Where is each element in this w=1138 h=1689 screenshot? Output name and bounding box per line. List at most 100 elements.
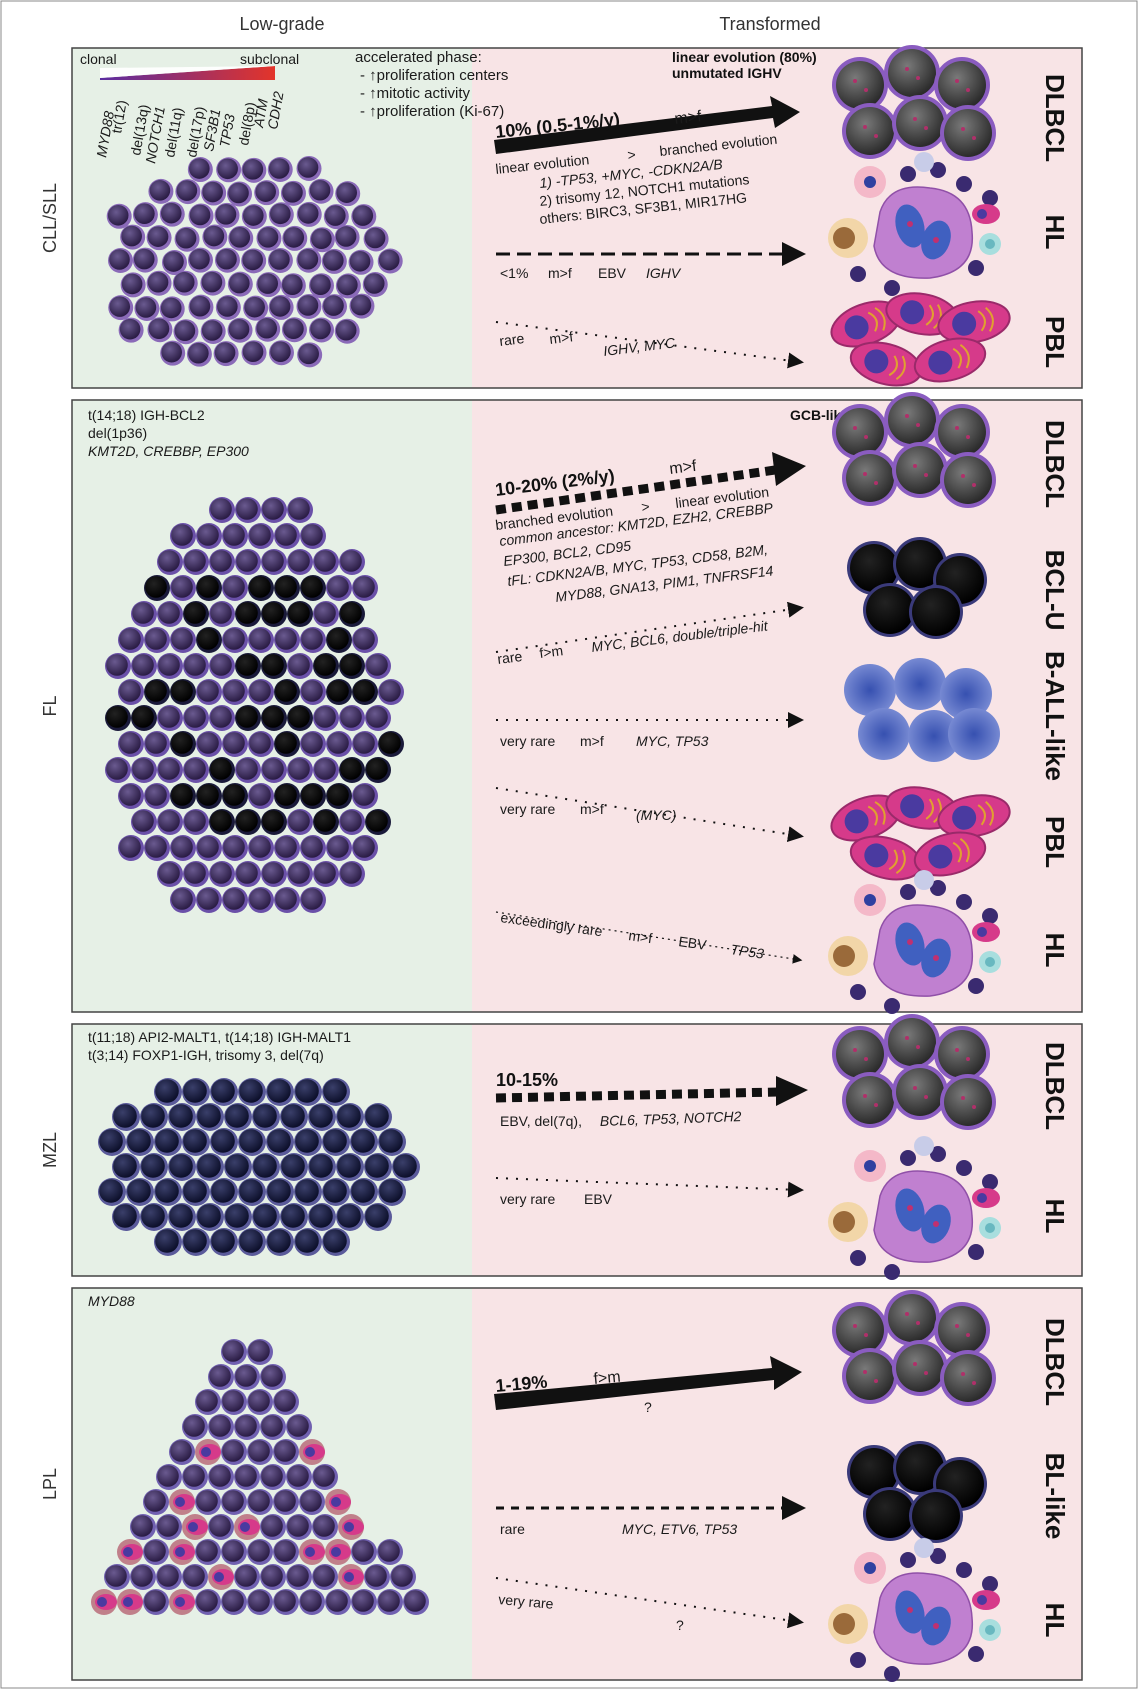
cell-body [119,318,141,340]
cell-body [287,1515,309,1537]
cell-body [353,836,375,858]
mzl-cell [266,1128,294,1156]
fl-cell [274,627,300,653]
lpl-cell [286,1564,312,1590]
cell-body [313,1515,335,1537]
fl-cell [248,523,274,549]
cell-body [229,227,251,248]
cell-body [314,810,336,832]
dlbcl-nucleolus [961,474,965,478]
fl-cell [352,731,378,757]
dlbcl-nucleolus [924,126,928,130]
cell-body [109,249,130,270]
cll-panel-border [71,47,1083,389]
fl-cell [222,731,248,757]
cell-body [249,680,271,702]
lymphocyte [930,880,946,896]
cell-body [147,226,169,247]
lymphocyte [930,162,946,178]
cell-body [244,296,265,318]
cll-note-ighv: unmutated IGHV [672,65,782,81]
lpl-cell [351,1589,377,1615]
cll-cell [172,270,198,296]
cell-body [309,1104,333,1128]
cell-body [288,810,310,832]
lpl-cell [273,1389,299,1415]
fl-cell [300,523,326,549]
fl-centroblast [313,809,339,835]
cell-body [197,628,219,650]
cell-body [173,271,195,293]
fl-cell [209,601,235,627]
fl-cell [300,679,326,705]
fl-centroblast [274,575,300,601]
cell-body [201,271,223,293]
cell-body [335,226,357,247]
mzl-cell [196,1203,224,1231]
cell-body [352,1540,374,1562]
cell-body [327,628,349,650]
cell-body [249,784,271,806]
fl-cell [144,835,170,861]
cell-body [197,1204,221,1228]
fl-cell [118,783,144,809]
cell-body [222,1340,244,1362]
cell-body [235,1565,257,1587]
lpl-cell [273,1489,299,1515]
cell-body [141,1104,165,1128]
dlbcl-nucleolus [853,79,857,83]
cll-cell [214,202,240,228]
pbl-er [888,849,898,871]
pbl-er [985,306,994,332]
cell-body [366,758,388,780]
fl-cell [339,809,365,835]
cell-body [327,732,349,754]
dlbcl-cell [896,99,944,147]
lesion-6: SF3B1 [200,108,223,153]
fl-cell [183,705,209,731]
cll-cell-cluster [106,155,403,368]
cll-cell [187,247,213,273]
lpl-cell [195,1489,221,1515]
cll-cell [309,317,335,343]
lpl-plasma-cell [208,1564,234,1590]
lymphocyte [956,1160,972,1176]
fl-dx-ball: B-ALL-like [1040,651,1070,781]
row-label-lpl: LPL [40,1468,60,1500]
pbl-er [959,837,970,863]
eosinophil-nucleus [864,894,876,906]
cll-cell [296,247,322,273]
lpl-cell [260,1414,286,1440]
fl-cell [287,809,313,835]
eosinophil-nucleus [864,1562,876,1574]
cell-body [132,706,154,728]
cll-cell [334,318,360,344]
fl-cell [131,809,157,835]
cell-body [257,227,279,248]
cll-hl-sex: m>f [548,265,572,281]
grey-cell [914,1538,934,1558]
fl-cell [287,861,313,887]
mzl-cell [238,1078,266,1106]
cell-body [145,576,167,598]
lpl-cell [377,1589,403,1615]
rs-nucleolus [907,221,913,227]
fl-cell [170,627,196,653]
cll-cell [215,295,241,321]
lpl-dx-hl: HL [1040,1603,1070,1638]
mzl-cell [154,1128,182,1156]
mzl-cell [140,1203,168,1231]
dlbcl-cell [944,1354,992,1402]
cell-body [157,1465,179,1487]
lpl-hl-arrow [495,1577,804,1629]
cell-body [203,225,225,247]
cell-body [301,680,323,702]
fl-cell [183,757,209,783]
mzl-cell [140,1153,168,1181]
cell-body [160,202,182,224]
cll-cell [147,317,173,343]
cell-body [184,706,206,728]
dlbcl-cell [836,1306,884,1354]
lpl-cell [273,1589,299,1615]
cell-body [249,732,271,754]
